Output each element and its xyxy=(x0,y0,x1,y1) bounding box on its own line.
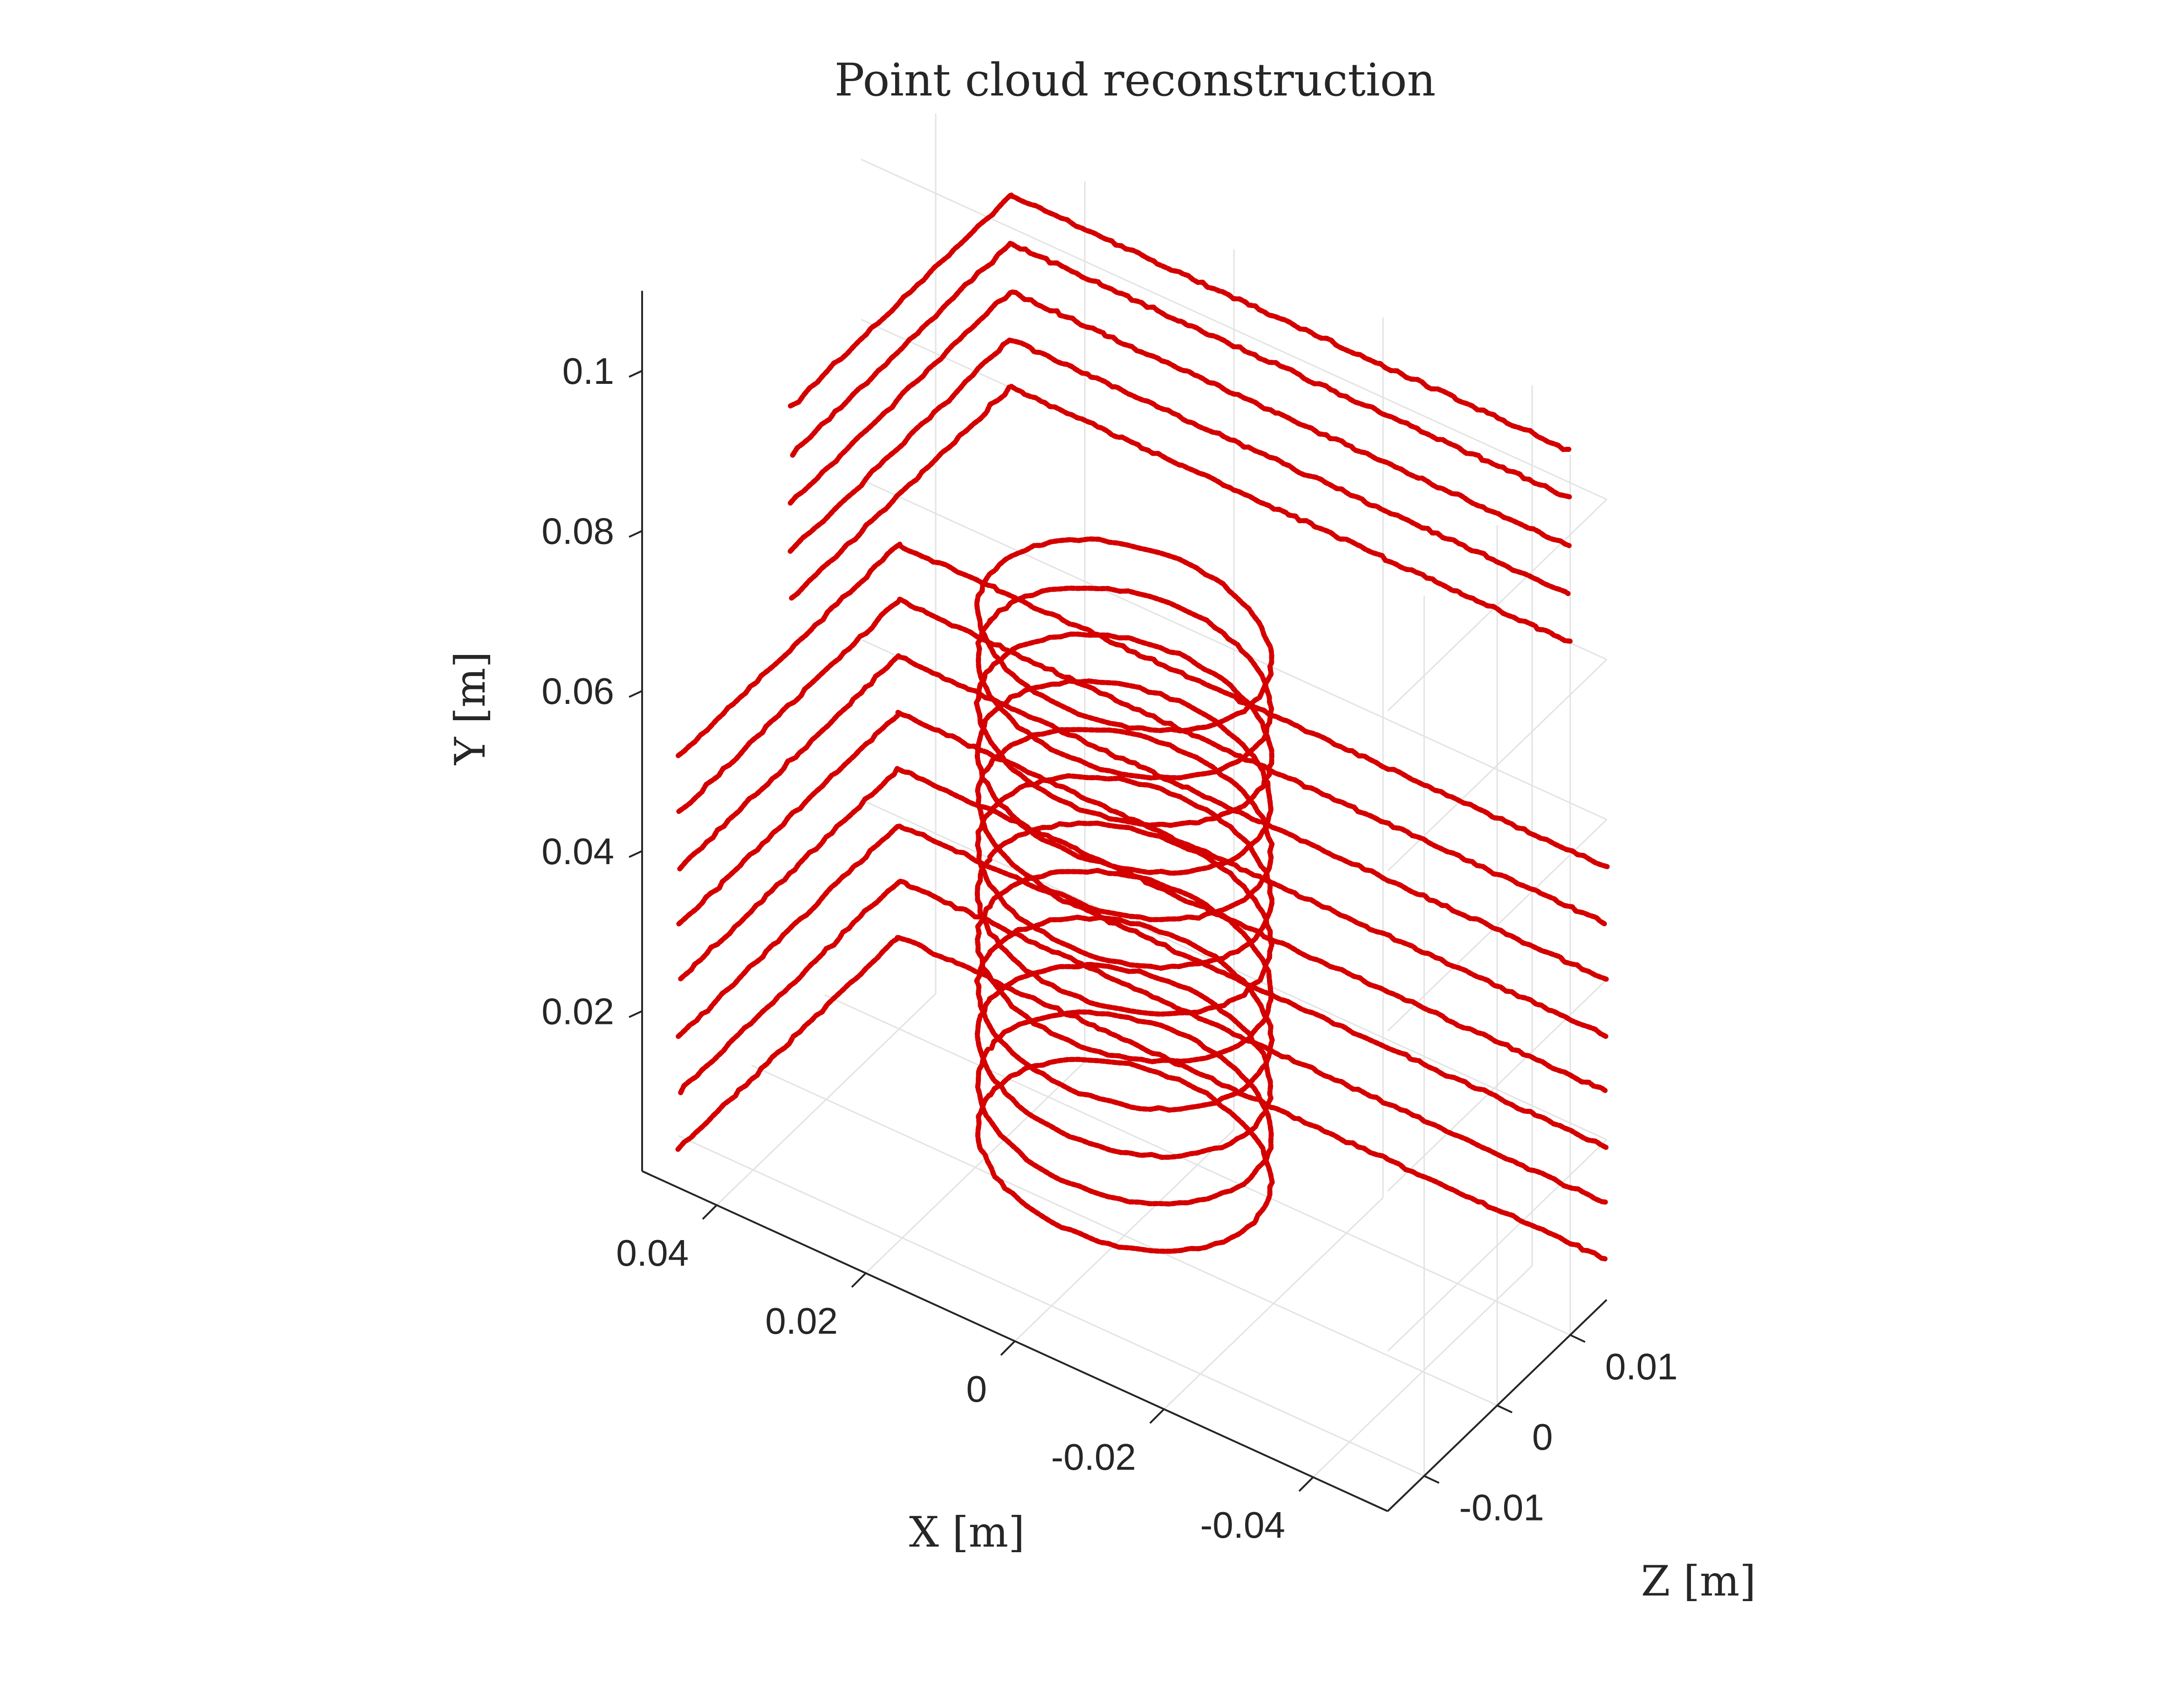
z-tick-label: 0 xyxy=(1532,1416,1553,1458)
cylinder-ring xyxy=(975,727,1275,922)
y-axis-label: Y [m] xyxy=(446,651,495,766)
x-tick xyxy=(1149,1408,1165,1424)
x-tick xyxy=(702,1204,718,1220)
y-tick-label: 0.04 xyxy=(541,831,614,872)
lower-bracket-scanline xyxy=(676,823,1610,1151)
lower-bracket-scanline xyxy=(676,541,1610,869)
y-tick xyxy=(629,850,643,858)
cylinder-ring xyxy=(975,586,1274,781)
upper-bracket-scanline xyxy=(787,337,1571,596)
cylinder-ring xyxy=(975,1057,1275,1254)
y-tick xyxy=(629,530,643,538)
cylinder-ring xyxy=(974,868,1273,1064)
z-axis-label: Z [m] xyxy=(1641,1557,1756,1606)
tick-labels: 0.1 0.08 0.06 0.04 0.02 0.04 0.02 0 -0.02 -0.04 0.… xyxy=(541,350,1677,1546)
point-cloud-series xyxy=(675,191,1610,1262)
lower-bracket-scanline xyxy=(677,653,1609,982)
upper-bracket-scanline xyxy=(787,191,1572,452)
x-tick-label: -0.04 xyxy=(1200,1504,1285,1546)
cylinder-ring xyxy=(974,820,1274,1017)
x-tick-label: 0 xyxy=(966,1368,987,1410)
z-tick xyxy=(1497,1405,1513,1413)
lower-bracket-scanline xyxy=(678,878,1610,1205)
x-tick-label: 0.04 xyxy=(616,1232,689,1274)
z-tick xyxy=(1569,1334,1586,1343)
cylinder-ring xyxy=(973,631,1274,828)
z-tick-label: -0.01 xyxy=(1459,1487,1544,1528)
gridline-z xyxy=(751,1064,1498,1406)
y-tick-label: 0.1 xyxy=(562,350,614,392)
gridline-z xyxy=(678,1135,1424,1477)
cylinder-ring xyxy=(974,678,1274,876)
x-tick-label: 0.02 xyxy=(765,1300,838,1342)
cylinder-ring xyxy=(975,773,1275,971)
cylinder-ring xyxy=(975,1009,1274,1207)
cylinder-ring xyxy=(974,914,1275,1113)
lower-bracket-scanline xyxy=(678,766,1609,1094)
upper-bracket-scanline xyxy=(787,289,1572,548)
y-tick-label: 0.06 xyxy=(541,670,614,712)
upper-bracket-scanline xyxy=(789,383,1573,644)
x-tick xyxy=(851,1272,867,1288)
y-tick xyxy=(629,370,643,378)
gridline-z xyxy=(824,994,1571,1336)
z-tick-label: 0.01 xyxy=(1605,1346,1678,1387)
cylinder-ring xyxy=(974,536,1274,734)
lower-bracket-scanline xyxy=(676,709,1609,1039)
x-tick-label: -0.02 xyxy=(1051,1436,1136,1478)
upper-bracket-scanline xyxy=(790,240,1574,500)
x-axis-label: X [m] xyxy=(909,1508,1025,1557)
y-tick xyxy=(629,690,643,698)
lower-bracket-scanline xyxy=(676,596,1608,927)
y-tick-label: 0.08 xyxy=(541,511,614,552)
lower-bracket-scanline xyxy=(675,935,1609,1262)
x-tick xyxy=(1000,1340,1016,1356)
y-tick xyxy=(629,1010,643,1018)
chart-title: Point cloud reconstruction xyxy=(835,54,1436,106)
z-tick xyxy=(1424,1475,1440,1484)
cylinder-ring xyxy=(974,962,1273,1160)
y-tick-label: 0.02 xyxy=(541,990,614,1032)
x-tick xyxy=(1298,1476,1314,1492)
grid-lines xyxy=(678,113,1608,1478)
tick-marks xyxy=(629,370,1586,1492)
